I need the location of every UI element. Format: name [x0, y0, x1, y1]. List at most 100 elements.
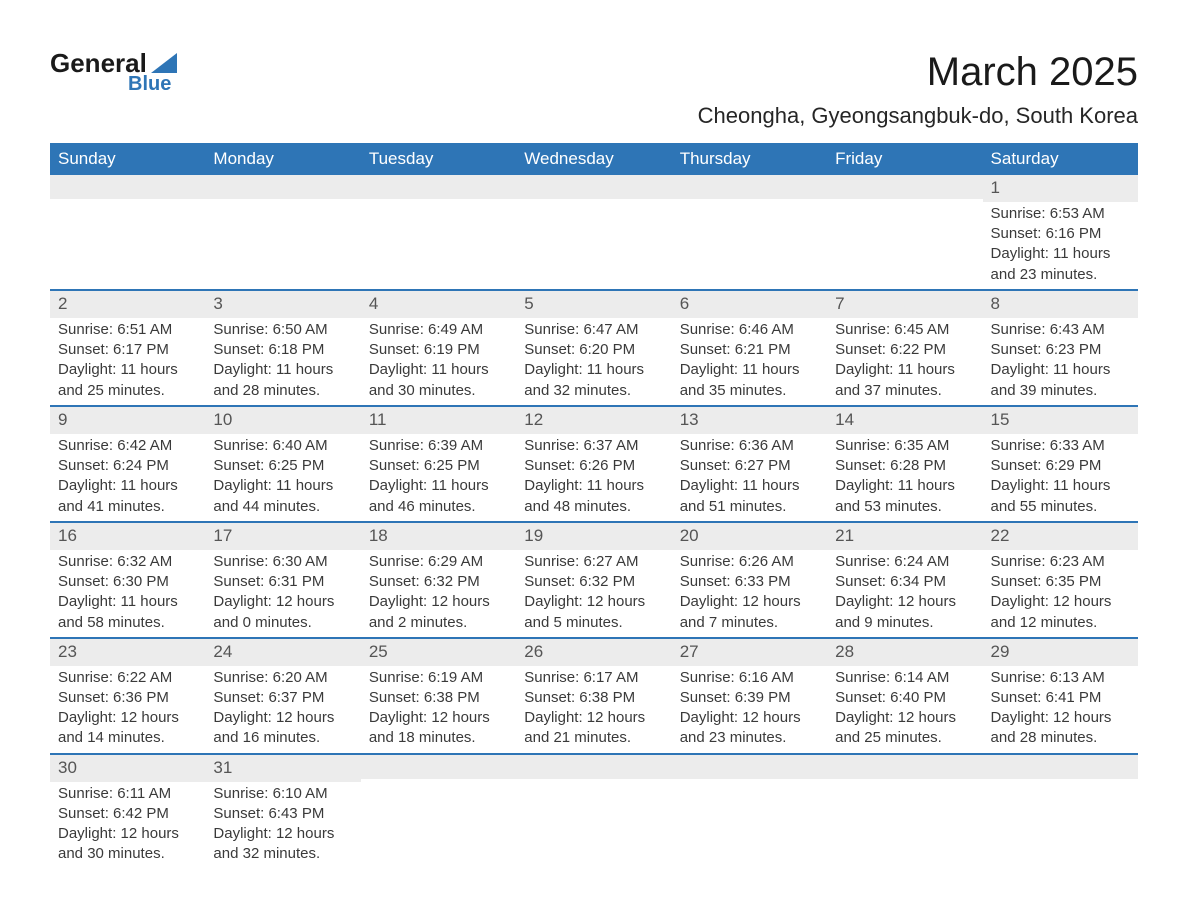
daylight-text: Daylight: 11 hours and 53 minutes. — [835, 476, 974, 517]
sunset-text: Sunset: 6:33 PM — [680, 572, 819, 592]
day-number — [516, 755, 671, 779]
calendar-cell — [50, 175, 205, 290]
sunset-text: Sunset: 6:16 PM — [991, 224, 1130, 244]
day-data: Sunrise: 6:36 AMSunset: 6:27 PMDaylight:… — [672, 434, 827, 521]
day-number — [361, 175, 516, 199]
sunset-text: Sunset: 6:29 PM — [991, 456, 1130, 476]
day-data: Sunrise: 6:33 AMSunset: 6:29 PMDaylight:… — [983, 434, 1138, 521]
day-number: 14 — [827, 407, 982, 434]
sunrise-text: Sunrise: 6:24 AM — [835, 552, 974, 572]
day-data: Sunrise: 6:30 AMSunset: 6:31 PMDaylight:… — [205, 550, 360, 637]
daylight-text: Daylight: 11 hours and 30 minutes. — [369, 360, 508, 401]
day-number: 12 — [516, 407, 671, 434]
day-number: 31 — [205, 755, 360, 782]
calendar-cell — [827, 754, 982, 869]
day-data: Sunrise: 6:37 AMSunset: 6:26 PMDaylight:… — [516, 434, 671, 521]
calendar-cell — [516, 754, 671, 869]
day-header: Friday — [827, 143, 982, 175]
daylight-text: Daylight: 12 hours and 12 minutes. — [991, 592, 1130, 633]
day-number: 5 — [516, 291, 671, 318]
day-number: 8 — [983, 291, 1138, 318]
sunset-text: Sunset: 6:24 PM — [58, 456, 197, 476]
calendar-row: 9Sunrise: 6:42 AMSunset: 6:24 PMDaylight… — [50, 406, 1138, 522]
daylight-text: Daylight: 12 hours and 18 minutes. — [369, 708, 508, 749]
page-header: General Blue March 2025 Cheongha, Gyeong… — [50, 50, 1138, 129]
sunset-text: Sunset: 6:30 PM — [58, 572, 197, 592]
day-header: Wednesday — [516, 143, 671, 175]
logo-text-sub: Blue — [50, 74, 177, 94]
calendar-cell: 17Sunrise: 6:30 AMSunset: 6:31 PMDayligh… — [205, 522, 360, 638]
day-header: Tuesday — [361, 143, 516, 175]
sunrise-text: Sunrise: 6:11 AM — [58, 784, 197, 804]
day-data: Sunrise: 6:51 AMSunset: 6:17 PMDaylight:… — [50, 318, 205, 405]
day-data: Sunrise: 6:47 AMSunset: 6:20 PMDaylight:… — [516, 318, 671, 405]
daylight-text: Daylight: 12 hours and 16 minutes. — [213, 708, 352, 749]
location-text: Cheongha, Gyeongsangbuk-do, South Korea — [698, 103, 1138, 129]
daylight-text: Daylight: 11 hours and 25 minutes. — [58, 360, 197, 401]
calendar-cell: 30Sunrise: 6:11 AMSunset: 6:42 PMDayligh… — [50, 754, 205, 869]
daylight-text: Daylight: 11 hours and 35 minutes. — [680, 360, 819, 401]
day-number: 19 — [516, 523, 671, 550]
sunrise-text: Sunrise: 6:47 AM — [524, 320, 663, 340]
sunset-text: Sunset: 6:23 PM — [991, 340, 1130, 360]
day-number — [50, 175, 205, 199]
sunrise-text: Sunrise: 6:27 AM — [524, 552, 663, 572]
day-number — [827, 755, 982, 779]
day-data: Sunrise: 6:11 AMSunset: 6:42 PMDaylight:… — [50, 782, 205, 869]
sunrise-text: Sunrise: 6:49 AM — [369, 320, 508, 340]
sunrise-text: Sunrise: 6:13 AM — [991, 668, 1130, 688]
sunset-text: Sunset: 6:20 PM — [524, 340, 663, 360]
day-number: 29 — [983, 639, 1138, 666]
sunrise-text: Sunrise: 6:42 AM — [58, 436, 197, 456]
sunrise-text: Sunrise: 6:53 AM — [991, 204, 1130, 224]
day-number — [672, 175, 827, 199]
daylight-text: Daylight: 11 hours and 58 minutes. — [58, 592, 197, 633]
day-number: 6 — [672, 291, 827, 318]
daylight-text: Daylight: 11 hours and 51 minutes. — [680, 476, 819, 517]
day-number: 25 — [361, 639, 516, 666]
day-data: Sunrise: 6:27 AMSunset: 6:32 PMDaylight:… — [516, 550, 671, 637]
calendar-cell: 23Sunrise: 6:22 AMSunset: 6:36 PMDayligh… — [50, 638, 205, 754]
day-number — [361, 755, 516, 779]
calendar-row: 30Sunrise: 6:11 AMSunset: 6:42 PMDayligh… — [50, 754, 1138, 869]
calendar-row: 16Sunrise: 6:32 AMSunset: 6:30 PMDayligh… — [50, 522, 1138, 638]
day-data: Sunrise: 6:23 AMSunset: 6:35 PMDaylight:… — [983, 550, 1138, 637]
day-number: 7 — [827, 291, 982, 318]
day-number: 15 — [983, 407, 1138, 434]
day-data: Sunrise: 6:19 AMSunset: 6:38 PMDaylight:… — [361, 666, 516, 753]
calendar-cell: 6Sunrise: 6:46 AMSunset: 6:21 PMDaylight… — [672, 290, 827, 406]
daylight-text: Daylight: 12 hours and 2 minutes. — [369, 592, 508, 633]
day-data: Sunrise: 6:26 AMSunset: 6:33 PMDaylight:… — [672, 550, 827, 637]
sunrise-text: Sunrise: 6:14 AM — [835, 668, 974, 688]
day-header: Monday — [205, 143, 360, 175]
sunrise-text: Sunrise: 6:40 AM — [213, 436, 352, 456]
sunrise-text: Sunrise: 6:29 AM — [369, 552, 508, 572]
daylight-text: Daylight: 11 hours and 41 minutes. — [58, 476, 197, 517]
calendar-cell: 19Sunrise: 6:27 AMSunset: 6:32 PMDayligh… — [516, 522, 671, 638]
daylight-text: Daylight: 11 hours and 55 minutes. — [991, 476, 1130, 517]
calendar-cell: 2Sunrise: 6:51 AMSunset: 6:17 PMDaylight… — [50, 290, 205, 406]
day-data: Sunrise: 6:14 AMSunset: 6:40 PMDaylight:… — [827, 666, 982, 753]
day-header: Thursday — [672, 143, 827, 175]
daylight-text: Daylight: 12 hours and 7 minutes. — [680, 592, 819, 633]
sunset-text: Sunset: 6:35 PM — [991, 572, 1130, 592]
day-number: 11 — [361, 407, 516, 434]
calendar-cell: 24Sunrise: 6:20 AMSunset: 6:37 PMDayligh… — [205, 638, 360, 754]
daylight-text: Daylight: 12 hours and 23 minutes. — [680, 708, 819, 749]
sunset-text: Sunset: 6:38 PM — [369, 688, 508, 708]
day-data: Sunrise: 6:46 AMSunset: 6:21 PMDaylight:… — [672, 318, 827, 405]
sunrise-text: Sunrise: 6:16 AM — [680, 668, 819, 688]
calendar-cell: 22Sunrise: 6:23 AMSunset: 6:35 PMDayligh… — [983, 522, 1138, 638]
logo: General Blue — [50, 50, 177, 94]
day-data: Sunrise: 6:32 AMSunset: 6:30 PMDaylight:… — [50, 550, 205, 637]
sunset-text: Sunset: 6:36 PM — [58, 688, 197, 708]
sunrise-text: Sunrise: 6:10 AM — [213, 784, 352, 804]
day-number: 27 — [672, 639, 827, 666]
sunrise-text: Sunrise: 6:50 AM — [213, 320, 352, 340]
calendar-cell: 27Sunrise: 6:16 AMSunset: 6:39 PMDayligh… — [672, 638, 827, 754]
calendar-cell: 5Sunrise: 6:47 AMSunset: 6:20 PMDaylight… — [516, 290, 671, 406]
calendar-cell — [983, 754, 1138, 869]
day-number: 21 — [827, 523, 982, 550]
sunset-text: Sunset: 6:21 PM — [680, 340, 819, 360]
day-number — [516, 175, 671, 199]
